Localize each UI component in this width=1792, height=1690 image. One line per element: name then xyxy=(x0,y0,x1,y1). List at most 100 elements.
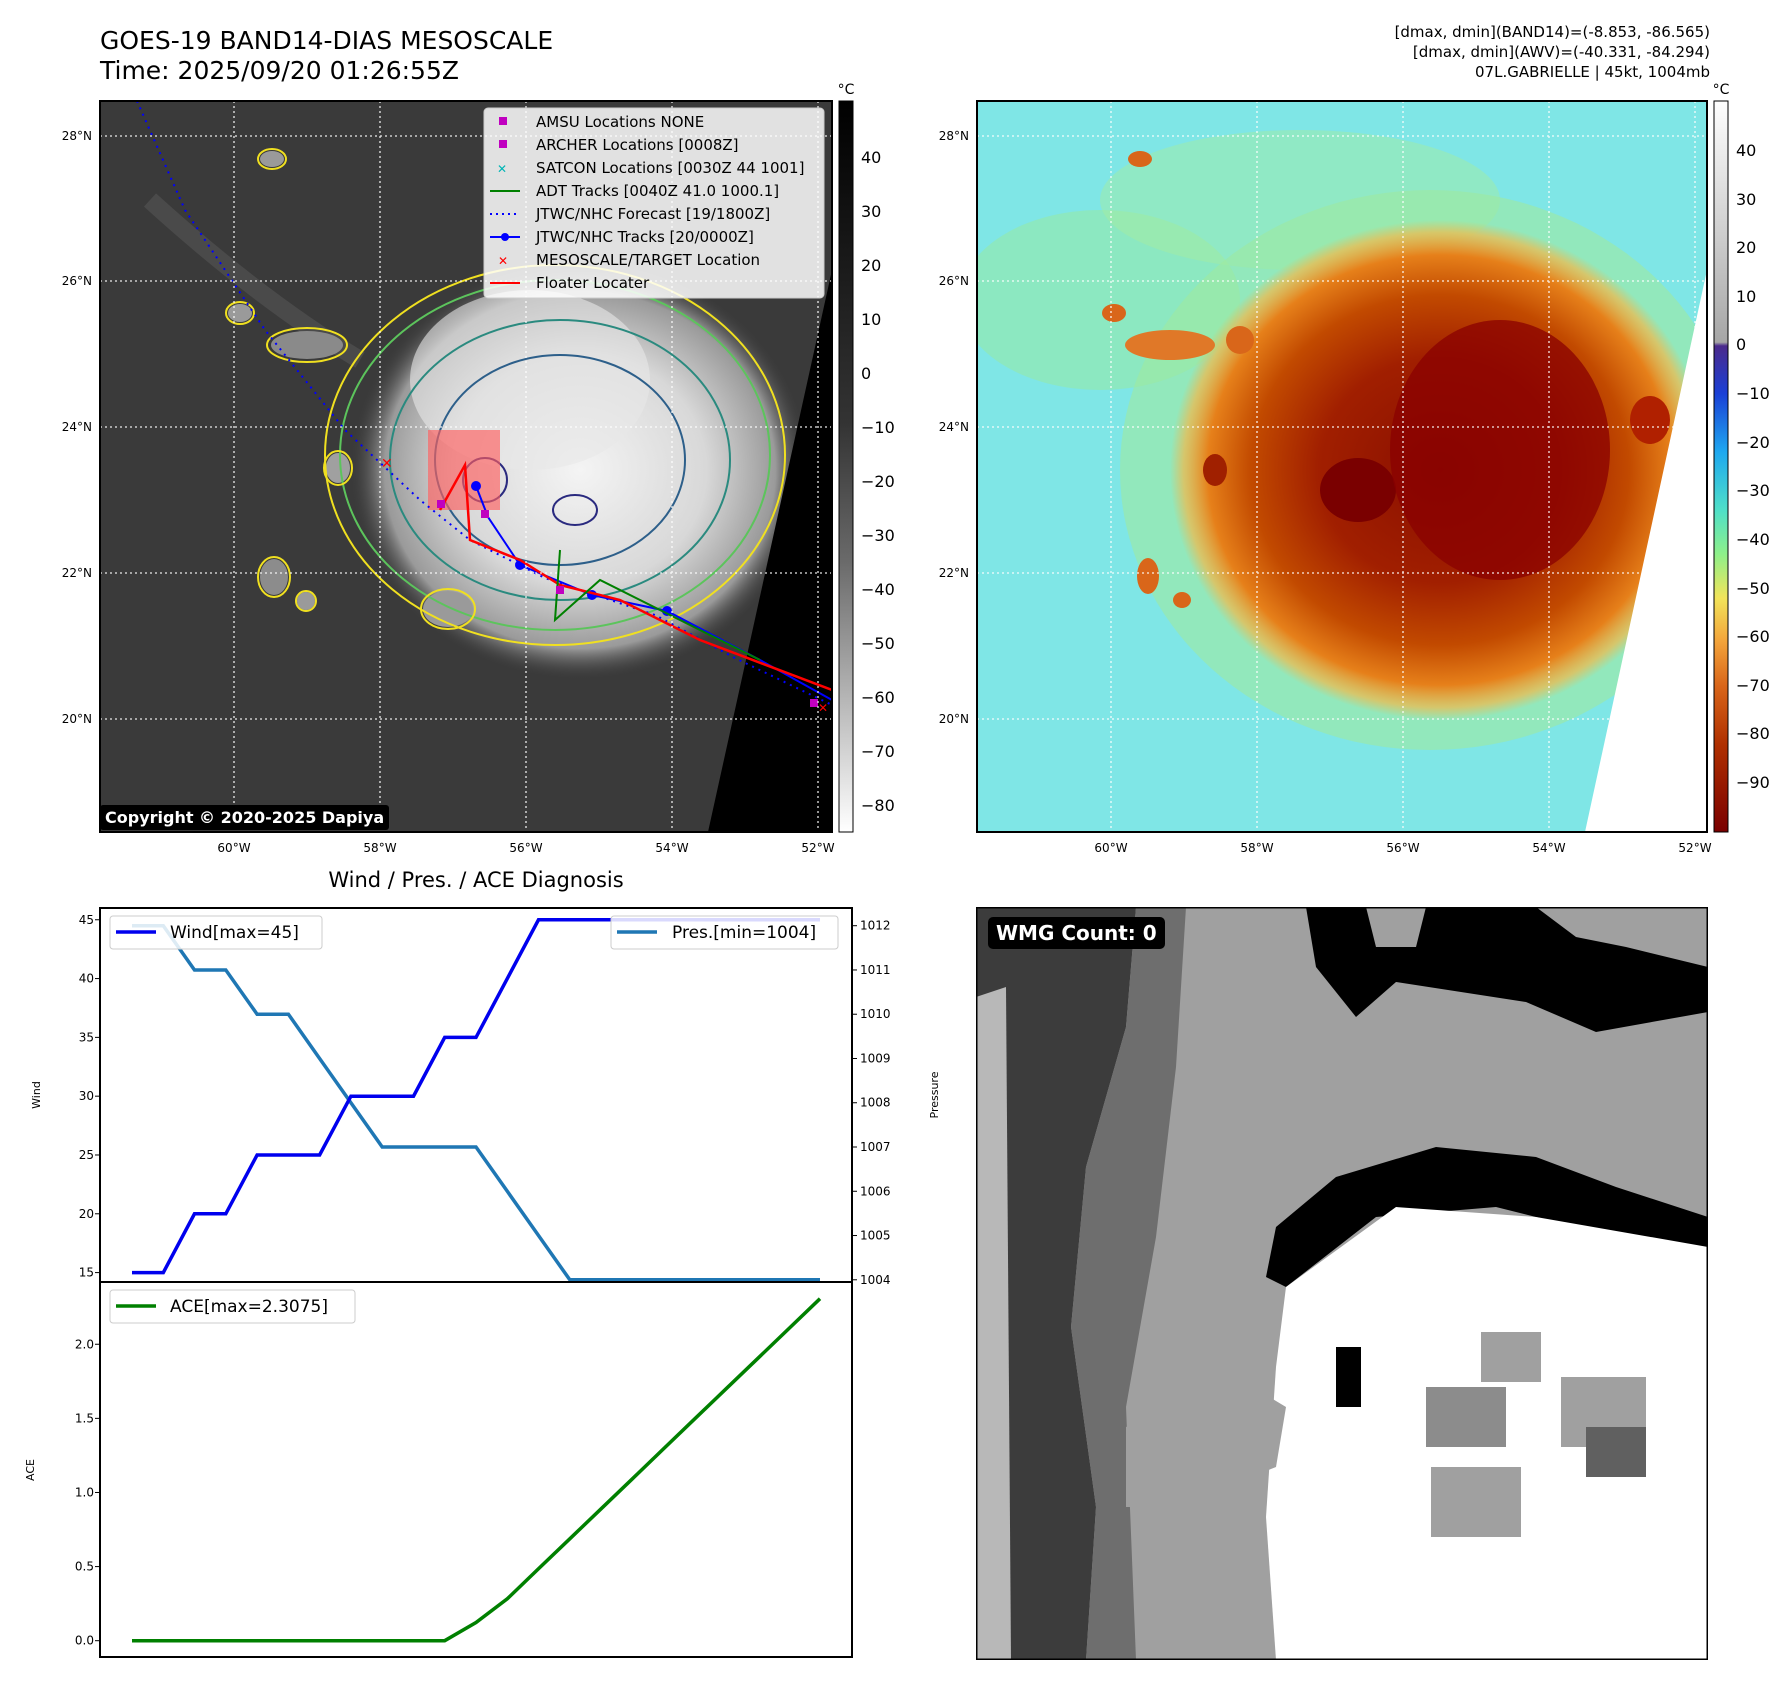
cb-tick: −60 xyxy=(861,688,895,707)
ace-legend-label: ACE[max=2.3075] xyxy=(170,1297,328,1317)
legend-tracks: JTWC/NHC Tracks [20/0000Z] xyxy=(535,228,754,246)
ace-legend: ACE[max=2.3075] xyxy=(109,1289,356,1324)
lat-label: 24°N xyxy=(939,420,969,434)
y-tick-label: 0.0 xyxy=(75,1634,94,1648)
lat-label: 22°N xyxy=(62,566,92,580)
ace-axis-label: ACE xyxy=(24,1459,37,1481)
info-awv: [dmax, dmin](AWV)=(-40.331, -84.294) xyxy=(1412,43,1710,61)
gray-colorbar xyxy=(838,100,854,833)
y-tick-label: 25 xyxy=(79,1148,94,1162)
cb-tick: 40 xyxy=(1736,141,1756,160)
storm-info: [dmax, dmin](BAND14)=(-8.853, -86.565) [… xyxy=(1395,22,1710,82)
svg-text:✕: ✕ xyxy=(818,701,828,715)
lat-label: 26°N xyxy=(62,274,92,288)
cb-tick: −40 xyxy=(1736,530,1770,549)
gray-map-lon-labels: 60°W 58°W 56°W 54°W 52°W xyxy=(217,841,834,855)
ace-series-line xyxy=(132,1297,822,1643)
title-line-2: Time: 2025/09/20 01:26:55Z xyxy=(100,56,459,85)
legend-archer: ARCHER Locations [0008Z] xyxy=(536,136,739,154)
lat-label: 28°N xyxy=(62,129,92,143)
gray-map-lat-labels: 28°N 26°N 24°N 22°N 20°N xyxy=(62,129,92,726)
cb-tick: −10 xyxy=(861,418,895,437)
ace-y-ticks: 0.0 0.5 1.0 1.5 2.0 xyxy=(75,1337,100,1648)
pressure-legend-label: Pres.[min=1004] xyxy=(672,923,816,943)
y-tick-label: 1004 xyxy=(860,1273,891,1287)
lon-label: 54°W xyxy=(1532,841,1565,855)
figure-title: GOES-19 BAND14-DIAS MESOSCALE Time: 2025… xyxy=(100,26,553,86)
legend-target-marker: ✕ xyxy=(498,254,508,268)
cb-tick: −20 xyxy=(1736,433,1770,452)
y-tick-label: 1006 xyxy=(860,1184,891,1198)
cb-tick: −10 xyxy=(1736,384,1770,403)
lat-label: 20°N xyxy=(62,712,92,726)
y-tick-label: 15 xyxy=(79,1266,94,1280)
cb-tick: 40 xyxy=(861,148,881,167)
cb-tick: −60 xyxy=(1736,627,1770,646)
color-map-lon-labels: 60°W 58°W 56°W 54°W 52°W xyxy=(1094,841,1711,855)
cb-tick: 30 xyxy=(1736,190,1756,209)
legend-satcon: SATCON Locations [0030Z 44 1001] xyxy=(536,159,804,177)
cb-tick: 10 xyxy=(1736,287,1756,306)
cb-tick: −30 xyxy=(1736,481,1770,500)
lon-label: 56°W xyxy=(509,841,542,855)
pressure-series-line xyxy=(132,923,820,1282)
legend-satcon-marker: ✕ xyxy=(497,162,507,176)
y-tick-label: 2.0 xyxy=(75,1337,94,1351)
lat-label: 28°N xyxy=(939,129,969,143)
gray-colorbar-unit: °C xyxy=(838,82,855,98)
y-tick-label: 45 xyxy=(79,913,94,927)
pressure-axis-label: Pressure xyxy=(928,1071,940,1118)
legend-amsu: AMSU Locations NONE xyxy=(536,113,704,131)
info-band14: [dmax, dmin](BAND14)=(-8.853, -86.565) xyxy=(1394,23,1710,41)
cb-tick: 20 xyxy=(861,256,881,275)
y-tick-label: 1009 xyxy=(860,1051,891,1065)
legend-floater: Floater Locater xyxy=(536,274,650,292)
cb-tick: −80 xyxy=(861,796,895,815)
y-tick-label: 1007 xyxy=(860,1140,891,1154)
legend-tracks-dot xyxy=(501,233,509,241)
lon-label: 60°W xyxy=(1094,841,1127,855)
cb-tick: 30 xyxy=(861,202,881,221)
lon-label: 54°W xyxy=(655,841,688,855)
color-map-lat-labels: 28°N 26°N 24°N 22°N 20°N xyxy=(939,129,969,726)
cb-tick: −70 xyxy=(1736,676,1770,695)
y-tick-label: 1005 xyxy=(860,1229,891,1243)
cb-tick: 0 xyxy=(1736,335,1746,354)
y-tick-label: 1011 xyxy=(860,963,891,977)
y-tick-label: 1012 xyxy=(860,919,891,933)
wind-axis-label: Wind xyxy=(30,1081,43,1109)
gray-colorbar-ticks: 40 30 20 10 0 −10 −20 −30 −40 −50 −60 −7… xyxy=(861,148,895,815)
y-tick-label: 1.5 xyxy=(75,1411,94,1425)
legend-archer-marker xyxy=(499,140,507,148)
wind-legend: Wind[max=45] xyxy=(109,915,323,950)
y-tick-label: 35 xyxy=(79,1030,94,1044)
lon-label: 52°W xyxy=(1678,841,1711,855)
cb-tick: 0 xyxy=(861,364,871,383)
cb-tick: 20 xyxy=(1736,238,1756,257)
y-tick-label: 30 xyxy=(79,1089,94,1103)
cb-tick: −80 xyxy=(1736,724,1770,743)
pressure-y-ticks: 1004 1005 1006 1007 1008 1009 1010 1011 1012 xyxy=(852,919,891,1287)
lon-label: 56°W xyxy=(1386,841,1419,855)
cb-tick: 10 xyxy=(861,310,881,329)
color-colorbar-ticks: 40 30 20 10 0 −10 −20 −30 −40 −50 −60 −7… xyxy=(1736,141,1770,792)
lat-label: 22°N xyxy=(939,566,969,580)
map-legend: AMSU Locations NONE ARCHER Locations [00… xyxy=(483,107,825,299)
copyright-badge: Copyright © 2020-2025 Dapiya xyxy=(100,805,390,830)
y-tick-label: 40 xyxy=(79,972,94,986)
color-colorbar xyxy=(1713,100,1729,833)
legend-adt: ADT Tracks [0040Z 41.0 1000.1] xyxy=(536,182,779,200)
wind-pressure-axes xyxy=(99,907,853,1283)
cb-tick: −20 xyxy=(861,472,895,491)
wind-y-ticks: 15 20 25 30 35 40 45 xyxy=(79,913,100,1280)
y-tick-label: 1010 xyxy=(860,1007,891,1021)
diagnosis-title: Wind / Pres. / ACE Diagnosis xyxy=(328,868,623,892)
lat-label: 26°N xyxy=(939,274,969,288)
lat-label: 24°N xyxy=(62,420,92,434)
wmg-count-badge: WMG Count: 0 xyxy=(988,917,1165,949)
svg-text:✕: ✕ xyxy=(381,456,393,472)
title-line-1: GOES-19 BAND14-DIAS MESOSCALE xyxy=(100,26,554,55)
cb-tick: −90 xyxy=(1736,773,1770,792)
legend-target: MESOSCALE/TARGET Location xyxy=(536,251,760,269)
legend-forecast: JTWC/NHC Forecast [19/1800Z] xyxy=(535,205,770,223)
